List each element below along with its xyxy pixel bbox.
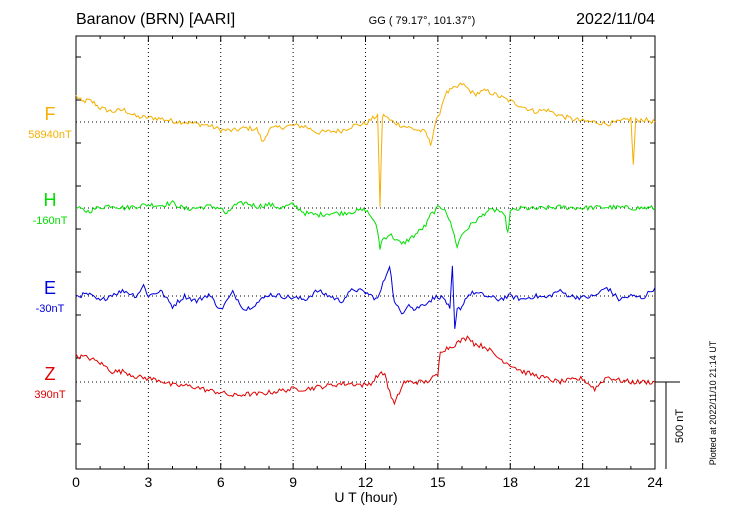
x-tick-label: 15 xyxy=(430,474,446,490)
station-coords: GG ( 79.17°, 101.37°) xyxy=(369,15,476,27)
series-line-F xyxy=(75,82,656,207)
baseline-value-F: 58940nT xyxy=(28,129,72,141)
x-tick-label: 0 xyxy=(72,474,80,490)
station-title: Baranov (BRN) [AARI] xyxy=(76,11,235,28)
series-line-Z xyxy=(75,335,656,406)
plot-date: 2022/11/04 xyxy=(576,11,655,28)
x-tick-label: 24 xyxy=(647,474,663,490)
grid-lines xyxy=(147,36,584,469)
x-tick-label: 6 xyxy=(217,474,225,490)
series-lines xyxy=(75,82,656,406)
scale-bar: 500 nT xyxy=(655,381,686,469)
x-axis-title: U T (hour) xyxy=(334,489,397,505)
x-tick-label: 18 xyxy=(502,474,518,490)
component-label-F: F xyxy=(45,104,56,124)
component-label-E: E xyxy=(44,278,56,298)
axis-ticks xyxy=(75,36,656,469)
series-line-E xyxy=(75,265,656,329)
component-label-Z: Z xyxy=(45,364,56,384)
plotted-note: Plotted at 2022/11/10 21:14 UT xyxy=(708,340,718,465)
component-label-H: H xyxy=(44,190,57,210)
baseline-value-Z: 390nT xyxy=(34,389,65,401)
x-tick-label: 12 xyxy=(358,474,374,490)
baseline-value-E: -30nT xyxy=(36,303,65,315)
x-tick-label: 3 xyxy=(144,474,152,490)
scale-bar-label: 500 nT xyxy=(674,409,686,444)
x-tick-label: 21 xyxy=(575,474,591,490)
baseline-value-H: -160nT xyxy=(33,215,68,227)
series-line-H xyxy=(75,199,656,250)
component-labels: F 58940nT H -160nT E -30nT Z 390nT xyxy=(28,104,72,401)
x-tick-label: 9 xyxy=(289,474,297,490)
x-tick-labels: 0 3 6 9 12 15 18 21 24 xyxy=(72,474,663,490)
